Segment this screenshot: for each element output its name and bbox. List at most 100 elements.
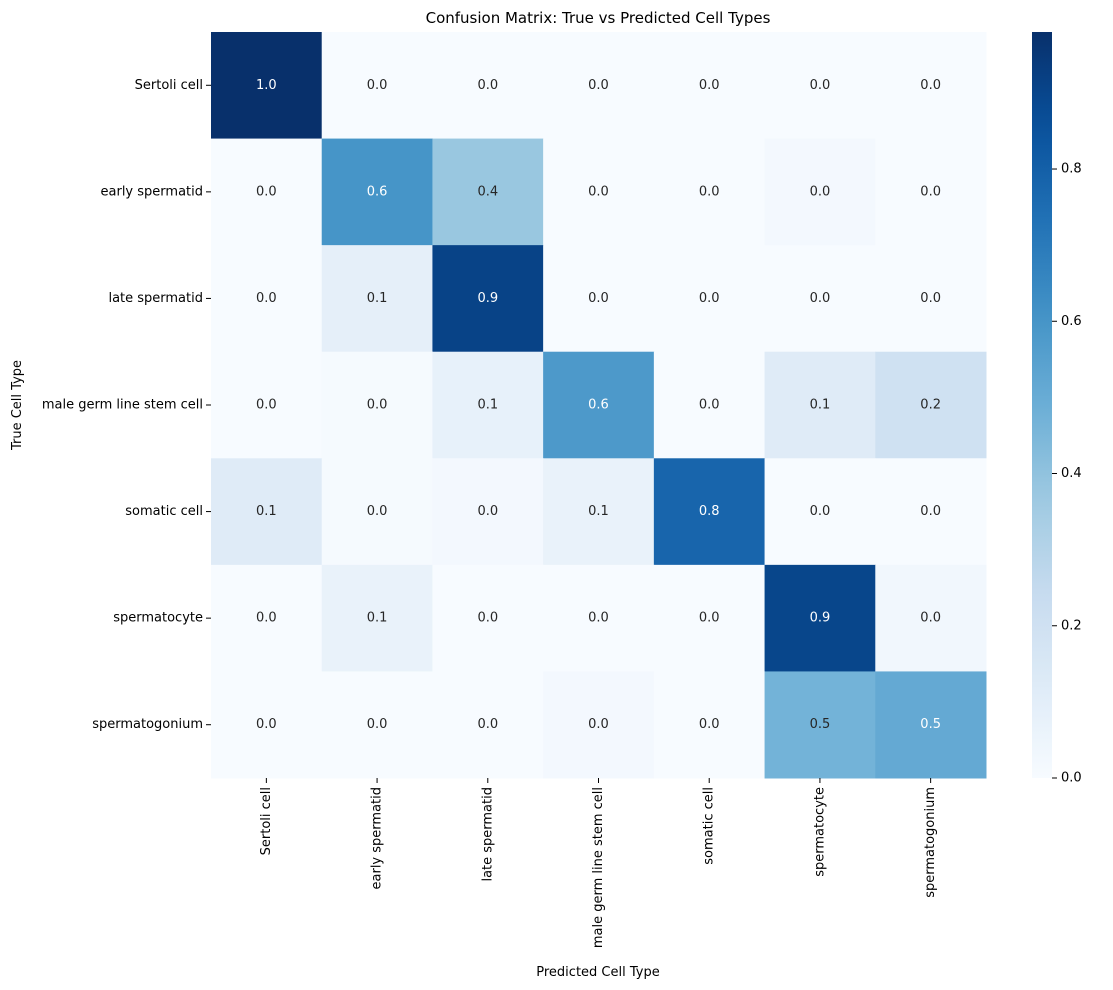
cell-annotation: 0.0: [588, 291, 609, 306]
cell-annotation: 0.0: [588, 78, 609, 93]
cell-annotation: 0.0: [256, 611, 277, 626]
cell-annotation: 0.2: [920, 398, 941, 413]
cell-annotation: 0.0: [699, 291, 720, 306]
cell-annotation: 0.0: [256, 184, 277, 199]
colorbar-tick-label: 0.6: [1061, 314, 1082, 329]
cell-annotation: 0.0: [810, 184, 831, 199]
cell-annotation: 0.9: [477, 291, 498, 306]
heatmap-cell: [764, 671, 876, 779]
heatmap-cell: [543, 351, 655, 459]
heatmap-cell: [875, 458, 987, 566]
cell-annotation: 0.0: [588, 611, 609, 626]
cell-annotation: 0.0: [367, 504, 388, 519]
heatmap-cell: [432, 138, 544, 246]
cell-annotation: 0.0: [699, 717, 720, 732]
cell-annotation: 0.0: [588, 184, 609, 199]
cell-annotation: 0.6: [367, 184, 388, 199]
colorbar-gradient: [1032, 32, 1052, 778]
heatmap-cell: [653, 671, 766, 779]
colorbar: 0.0 0.2 0.4 0.6 0.8: [1032, 32, 1082, 786]
cell-annotation: 0.0: [256, 398, 277, 413]
y-tick-label: early spermatid: [101, 184, 203, 199]
y-tick-label: somatic cell: [125, 504, 203, 519]
y-tick-label: spermatogonium: [92, 717, 203, 732]
cell-annotation: 0.0: [477, 504, 498, 519]
cell-annotation: 1.0: [256, 78, 277, 93]
heatmap-cell: [875, 138, 987, 246]
heatmap-cell: [321, 564, 433, 672]
cell-annotation: 0.6: [588, 398, 609, 413]
colorbar-tick-label: 0.0: [1061, 771, 1082, 786]
heatmap-cell: [432, 351, 544, 459]
heatmap-cell: [432, 671, 544, 779]
heatmap-cell: [543, 32, 655, 140]
heatmap-cell: [432, 564, 544, 672]
x-tick-label: spermatogonium: [923, 787, 938, 898]
cell-annotation: 0.0: [920, 504, 941, 519]
cell-annotations: 1.0 0.0 0.0 0.0 0.0 0.0 0.0 0.0 0.6 0.4 0.0 0.0 0.0 0…: [256, 78, 941, 732]
heatmap-cell: [764, 458, 876, 566]
heatmap-cell: [764, 245, 876, 353]
cell-annotation: 0.0: [477, 717, 498, 732]
cell-annotation: 0.1: [810, 398, 831, 413]
heatmap-cell: [321, 32, 433, 140]
heatmap-cell: [653, 245, 766, 353]
heatmap-cell: [875, 245, 987, 353]
cell-annotation: 0.0: [477, 78, 498, 93]
chart-title: Confusion Matrix: True vs Predicted Cell…: [426, 9, 771, 27]
cell-annotation: 0.0: [810, 78, 831, 93]
cell-annotation: 0.0: [920, 291, 941, 306]
cell-annotation: 0.0: [810, 504, 831, 519]
x-tick-label: Sertoli cell: [259, 787, 274, 855]
heatmap-cell: [543, 138, 655, 246]
heatmap-cell: [653, 351, 766, 459]
cell-annotation: 0.0: [588, 717, 609, 732]
heatmap-cell: [211, 138, 323, 246]
cell-annotation: 0.0: [920, 184, 941, 199]
heatmap-cell: [764, 138, 876, 246]
x-tick-label: male germ line stem cell: [591, 787, 606, 948]
heatmap-cell: [211, 564, 323, 672]
y-axis-ticks: Sertoli cell early spermatid late spermati…: [42, 78, 211, 732]
heatmap-cell: [875, 32, 987, 140]
cell-annotation: 0.0: [367, 717, 388, 732]
cell-annotation: 0.5: [810, 717, 831, 732]
heatmap-cell: [653, 32, 766, 140]
heatmap-cell: [653, 564, 766, 672]
heatmap-cell: [321, 245, 433, 353]
heatmap-cell: [211, 351, 323, 459]
heatmap-cell: [875, 351, 987, 459]
heatmap-cell: [321, 671, 433, 779]
cell-annotation: 0.1: [367, 291, 388, 306]
x-tick-label: early spermatid: [370, 787, 385, 889]
cell-annotation: 0.0: [367, 398, 388, 413]
heatmap-cell: [432, 458, 544, 566]
heatmap-cell: [211, 245, 323, 353]
cell-annotation: 0.1: [477, 398, 498, 413]
heatmap-cell: [321, 351, 433, 459]
colorbar-tick-label: 0.8: [1061, 162, 1082, 177]
heatmap-cell: [764, 564, 876, 672]
cell-annotation: 0.0: [367, 78, 388, 93]
heatmap-cell: [211, 671, 323, 779]
heatmap-cell: [764, 351, 876, 459]
cell-annotation: 0.1: [367, 611, 388, 626]
heatmap-cells: [211, 32, 987, 779]
cell-annotation: 0.0: [699, 78, 720, 93]
cell-annotation: 0.0: [920, 611, 941, 626]
cell-annotation: 0.5: [920, 717, 941, 732]
heatmap-cell: [211, 32, 323, 140]
cell-annotation: 0.0: [256, 291, 277, 306]
heatmap-cell: [764, 32, 876, 140]
heatmap-cell: [211, 458, 323, 566]
cell-annotation: 0.9: [810, 611, 831, 626]
heatmap-cell: [432, 245, 544, 353]
heatmap-cell: [875, 564, 987, 672]
cell-annotation: 0.0: [810, 291, 831, 306]
cell-annotation: 0.0: [699, 184, 720, 199]
cell-annotation: 0.1: [256, 504, 277, 519]
y-axis-label: True Cell Type: [10, 360, 25, 451]
heatmap-cell: [653, 458, 766, 566]
cell-annotation: 0.0: [699, 398, 720, 413]
